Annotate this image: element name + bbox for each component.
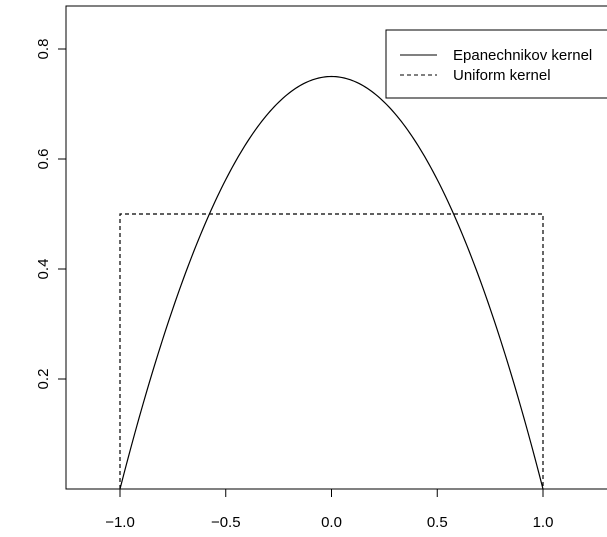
x-tick-label: −0.5	[211, 514, 241, 531]
series-layer	[119, 75, 544, 490]
legend-box	[385, 29, 607, 99]
y-tick-label: 0.8	[35, 39, 52, 60]
legend-label-epanechnikov: Epanechnikov kernel	[453, 47, 592, 64]
series-line-uniform	[119, 213, 544, 489]
x-tick-label: 0.0	[321, 514, 342, 531]
y-tick-label: 0.6	[35, 149, 52, 170]
x-tick-label: 1.0	[533, 514, 554, 531]
legend-label-uniform: Uniform kernel	[453, 67, 551, 84]
y-tick-label: 0.2	[35, 369, 52, 390]
y-axis: 0.2 0.4 0.6 0.8	[35, 39, 66, 390]
x-tick-label: −1.0	[105, 514, 135, 531]
plot-frame	[65, 5, 607, 490]
series-line-epanechnikov	[119, 75, 544, 490]
y-tick-label: 0.4	[35, 259, 52, 280]
legend: Epanechnikov kernel Uniform kernel	[385, 29, 607, 99]
x-axis: −1.0 −0.5 0.0 0.5 1.0	[105, 489, 553, 531]
x-tick-label: 0.5	[427, 514, 448, 531]
